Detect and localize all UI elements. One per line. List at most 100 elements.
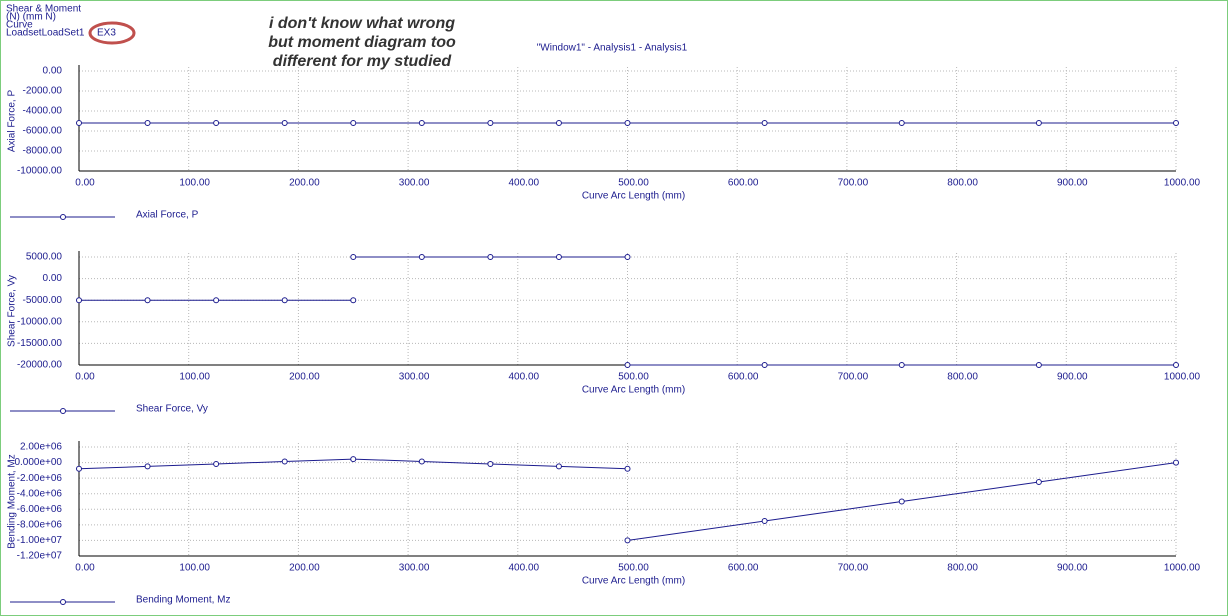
x-tick-label: 500.00 [618, 372, 649, 383]
x-tick-label: 100.00 [179, 563, 210, 574]
x-tick-label: 700.00 [838, 563, 869, 574]
x-tick-label: 1000.00 [1164, 372, 1201, 383]
y-tick-label: -6000.00 [23, 126, 63, 137]
y-tick-label: -1.00e+07 [17, 535, 63, 546]
data-point [624, 465, 631, 472]
header-line: LoadsetLoadSet1 [6, 28, 85, 39]
x-tick-label: 0.00 [75, 372, 95, 383]
x-tick-label: 900.00 [1057, 178, 1088, 189]
data-point [624, 537, 631, 544]
y-tick-label: -5000.00 [23, 295, 63, 306]
y-axis-title: Axial Force, P [7, 90, 18, 153]
data-point [898, 498, 905, 505]
x-tick-label: 300.00 [399, 178, 430, 189]
y-tick-label: -2.00e+06 [17, 473, 63, 484]
x-tick-label: 700.00 [838, 372, 869, 383]
data-point [76, 465, 82, 472]
data-point [1173, 362, 1179, 368]
x-tick-label: 1000.00 [1164, 563, 1201, 574]
annotation: i don't know what wrong [269, 15, 455, 32]
y-tick-label: -8.00e+06 [17, 519, 63, 530]
x-tick-label: 200.00 [289, 372, 320, 383]
data-point [555, 254, 562, 260]
x-axis-title: Curve Arc Length (mm) [582, 385, 685, 396]
data-point [350, 120, 357, 126]
x-tick-label: 800.00 [947, 372, 978, 383]
data-point [418, 120, 425, 126]
x-axis-title: Curve Arc Length (mm) [582, 191, 685, 202]
data-point [1035, 362, 1042, 368]
y-tick-label: -10000.00 [17, 316, 62, 327]
x-tick-label: 200.00 [289, 563, 320, 574]
y-tick-label: -10000.00 [17, 166, 62, 177]
y-tick-label: -20000.00 [17, 360, 62, 371]
data-point [898, 120, 905, 126]
x-tick-label: 600.00 [728, 178, 759, 189]
x-tick-label: 600.00 [728, 563, 759, 574]
y-tick-label: 5000.00 [26, 252, 63, 263]
data-point [144, 297, 151, 304]
y-axis-title: Shear Force, Vy [7, 275, 18, 347]
x-tick-label: 0.00 [75, 563, 95, 574]
data-point [761, 517, 768, 524]
y-tick-label: -6.00e+06 [17, 504, 63, 515]
data-point [350, 254, 357, 260]
data-point [1035, 120, 1042, 126]
data-point [624, 362, 631, 368]
legend-label: Shear Force, Vy [136, 404, 208, 415]
x-axis-title: Curve Arc Length (mm) [582, 576, 685, 587]
data-point [1173, 120, 1179, 126]
data-point [624, 120, 631, 126]
y-tick-label: -2000.00 [23, 86, 63, 97]
x-tick-label: 1000.00 [1164, 178, 1201, 189]
y-tick-label: -8000.00 [23, 146, 63, 157]
header-line: Curve [6, 20, 33, 31]
x-tick-label: 600.00 [728, 372, 759, 383]
data-point [487, 460, 494, 467]
x-tick-label: 500.00 [618, 563, 649, 574]
data-point [144, 120, 151, 126]
legend-marker [60, 214, 66, 220]
annotation: different for my studied [273, 53, 453, 70]
x-tick-label: 900.00 [1057, 563, 1088, 574]
data-point [418, 458, 425, 465]
data-point [76, 120, 82, 126]
data-point [761, 120, 768, 126]
data-point [350, 456, 357, 463]
y-tick-label: 0.00 [43, 66, 63, 77]
curve-name: EX3 [97, 28, 116, 39]
x-tick-label: 300.00 [399, 563, 430, 574]
data-point [487, 120, 494, 126]
y-tick-label: 2.00e+06 [20, 442, 62, 453]
annotation: but moment diagram too [268, 34, 456, 51]
x-tick-label: 800.00 [947, 178, 978, 189]
x-tick-label: 400.00 [509, 563, 540, 574]
x-tick-label: 900.00 [1057, 372, 1088, 383]
data-point [144, 463, 151, 470]
y-tick-label: 0.00 [43, 273, 63, 284]
data-point [487, 254, 494, 260]
data-point [555, 463, 562, 470]
data-point [213, 460, 220, 467]
data-point [418, 254, 425, 260]
data-point [213, 120, 220, 126]
legend-label: Axial Force, P [136, 210, 199, 221]
data-point [76, 297, 82, 304]
highlight-ellipse [88, 21, 136, 45]
data-point [555, 120, 562, 126]
legend-marker [60, 599, 66, 605]
x-tick-label: 100.00 [179, 178, 210, 189]
y-axis-title: Bending Moment, Mz [7, 454, 18, 549]
data-point [1173, 459, 1179, 466]
y-tick-label: -15000.00 [17, 338, 62, 349]
data-point [898, 362, 905, 368]
window-title: "Window1" - Analysis1 - Analysis1 [537, 43, 688, 54]
data-point [761, 362, 768, 368]
data-point [1035, 479, 1042, 486]
x-tick-label: 300.00 [399, 372, 430, 383]
x-tick-label: 800.00 [947, 563, 978, 574]
header-line: Shear & Moment [6, 4, 81, 15]
y-tick-label: -4000.00 [23, 106, 63, 117]
